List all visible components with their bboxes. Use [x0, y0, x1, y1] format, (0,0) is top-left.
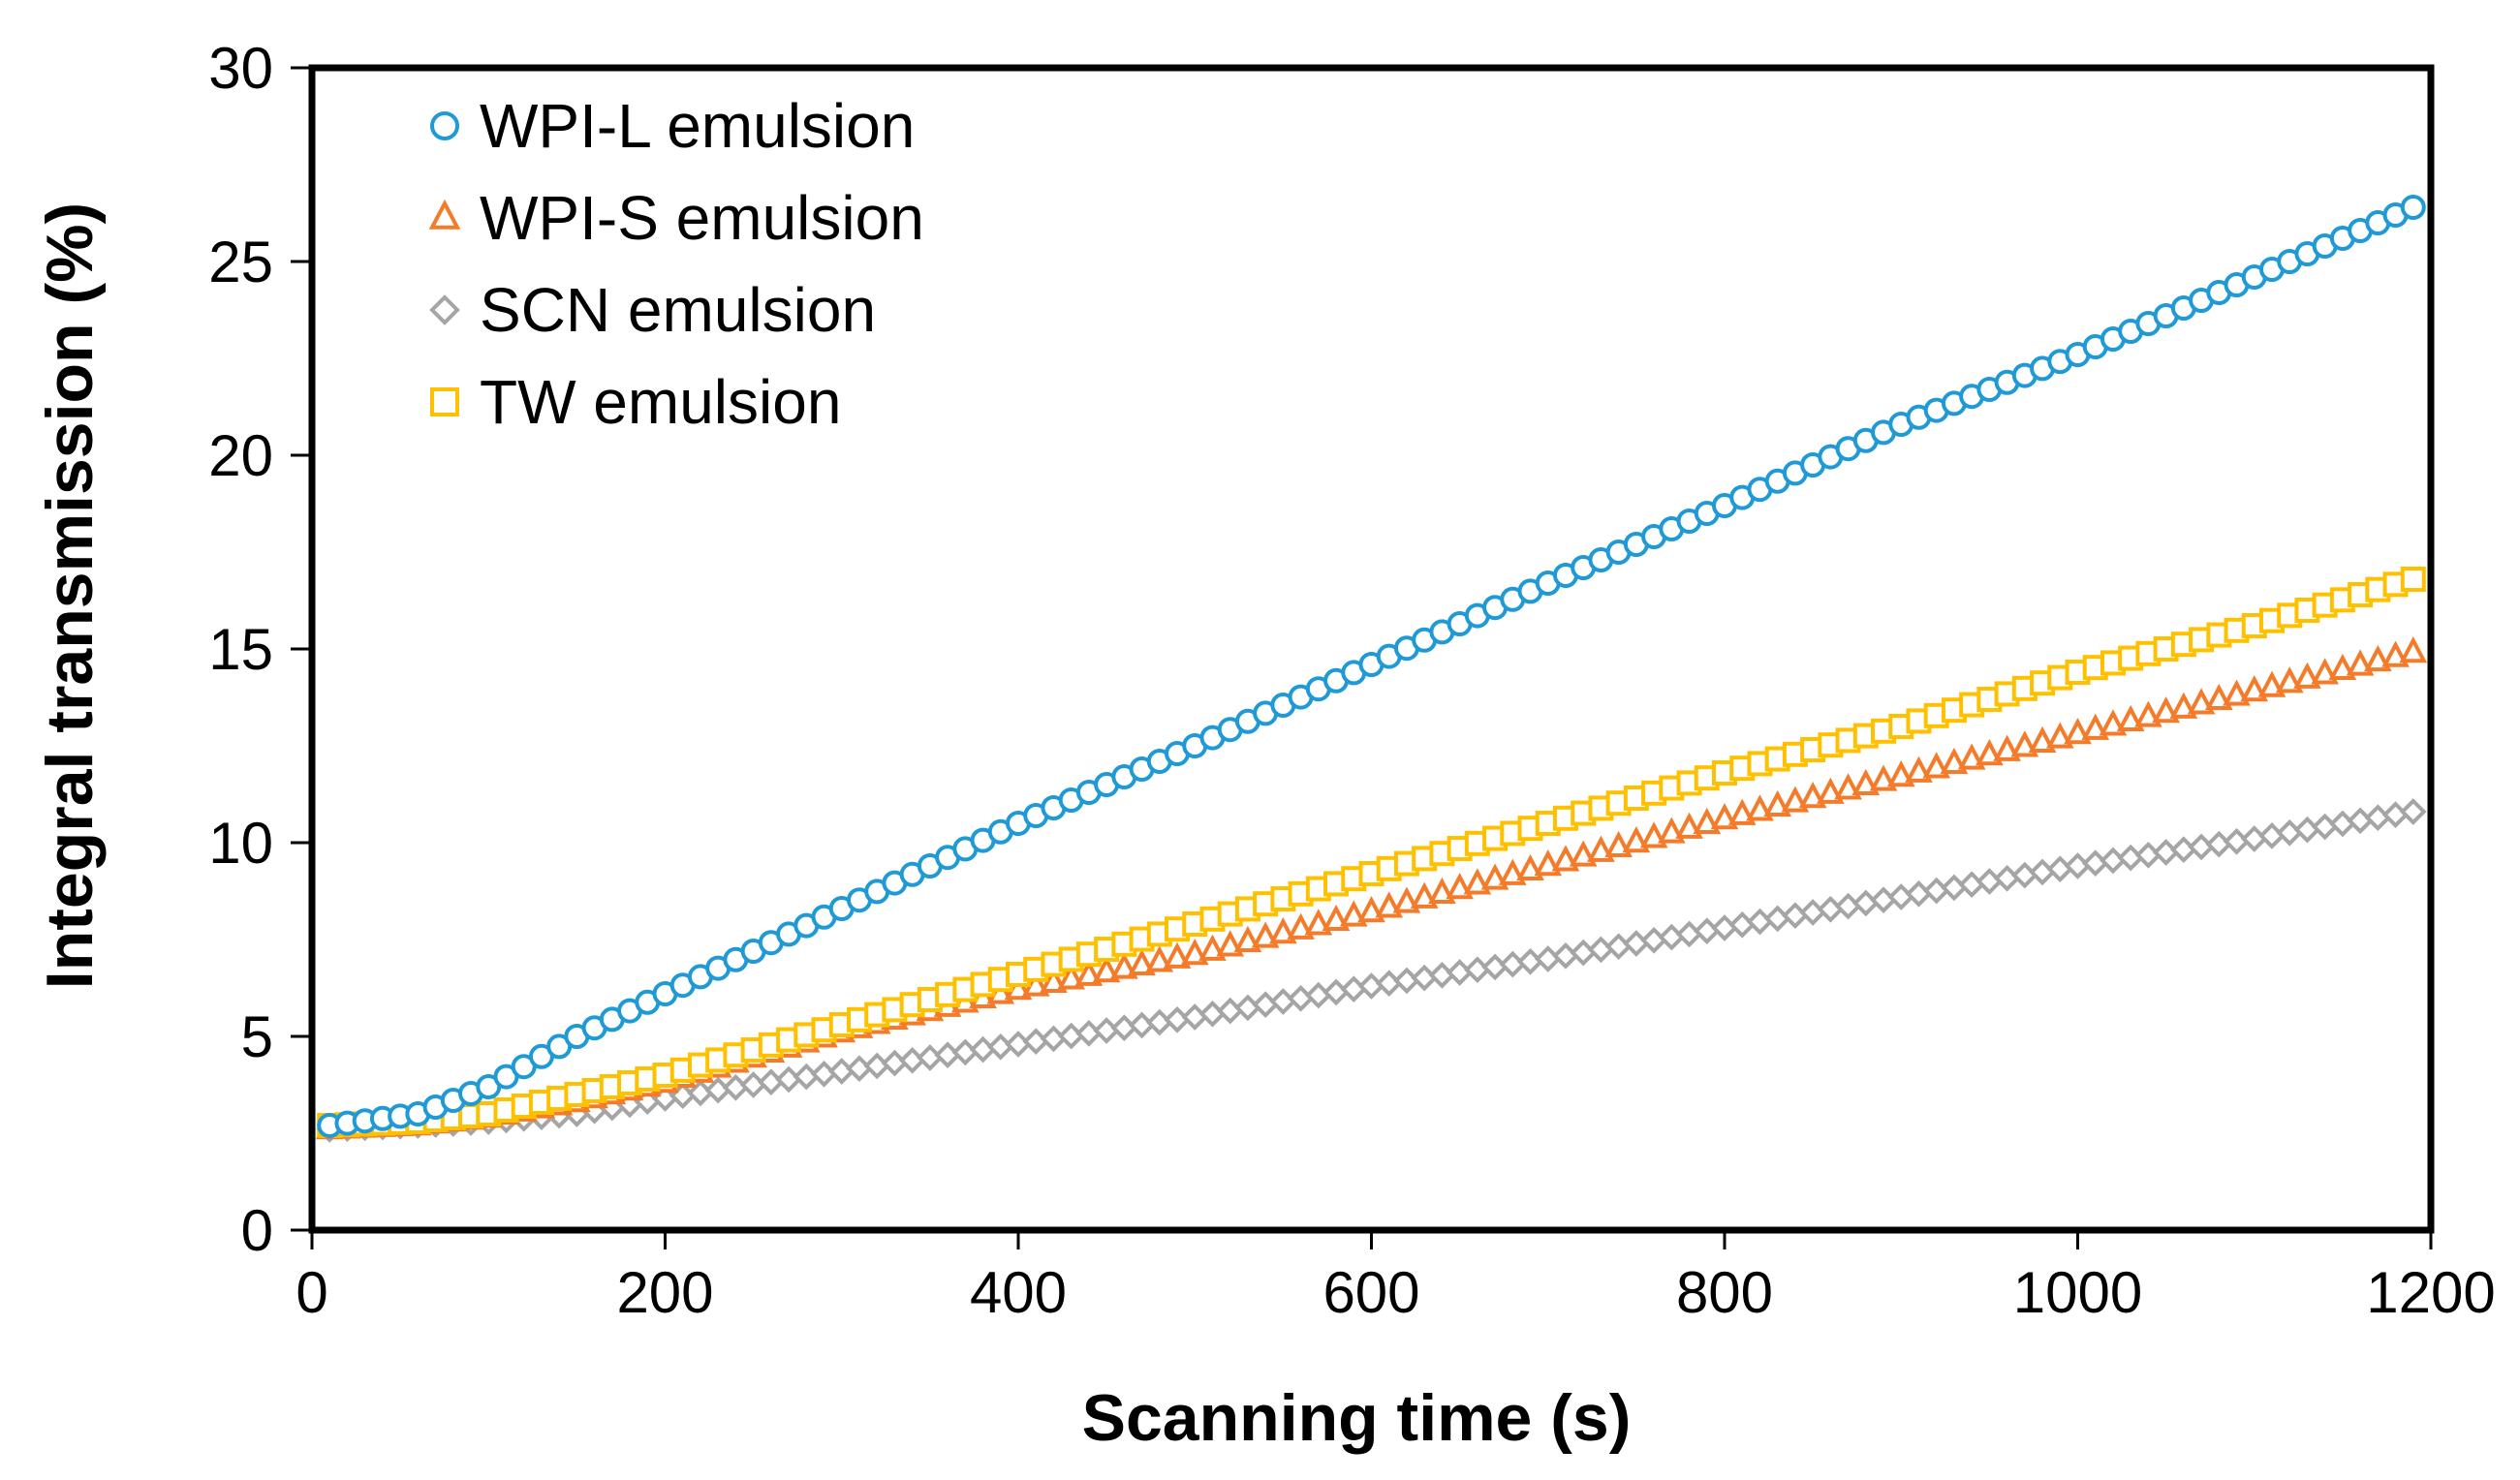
ticks-layer: 0 5 10 15 20 25 30 0 200 400 600 800 1000 1200 — [208, 36, 2495, 1325]
legend-label: SCN emulsion — [480, 275, 876, 345]
data-point — [1092, 956, 1121, 983]
y-tick-label: 30 — [208, 36, 273, 101]
plot-frame — [308, 64, 2435, 1234]
data-point — [2400, 195, 2426, 220]
data-point — [1128, 948, 1156, 976]
x-tick-label: 800 — [1676, 1260, 1773, 1325]
legend: WPI-L emulsion WPI-S emulsion SCN emulsion… — [428, 91, 924, 437]
y-axis-title: Integral transmission (%) — [33, 202, 107, 989]
y-tick-label: 10 — [208, 811, 273, 876]
x-tick-label: 600 — [1322, 1260, 1419, 1325]
legend-label: WPI-L emulsion — [480, 91, 915, 161]
series-scn-emulsion — [316, 798, 2427, 1143]
data-point — [1145, 945, 1174, 972]
data-point — [2400, 567, 2426, 592]
data-point — [2399, 798, 2427, 825]
data-point — [1110, 952, 1138, 979]
data-point — [1163, 941, 1192, 969]
legend-marker — [430, 111, 459, 140]
y-tick-label: 20 — [208, 423, 273, 488]
legend-marker — [428, 199, 461, 230]
data-point — [1074, 959, 1104, 986]
y-tick-label: 0 — [241, 1198, 273, 1263]
x-tick-label: 1000 — [2013, 1260, 2142, 1325]
legend-label: TW emulsion — [480, 367, 841, 437]
legend-marker — [429, 294, 460, 325]
series-wpi-l-emulsion — [317, 195, 2426, 1138]
x-tick-label: 1200 — [2366, 1260, 2495, 1325]
x-tick-label: 400 — [970, 1260, 1067, 1325]
data-point — [1057, 963, 1085, 990]
series-wpi-s-emulsion — [315, 636, 2428, 1140]
legend-label: WPI-S emulsion — [480, 183, 924, 253]
data-point — [2399, 636, 2428, 663]
x-tick-label: 200 — [616, 1260, 713, 1325]
y-tick-label: 15 — [208, 617, 273, 682]
y-tick-label: 25 — [208, 230, 273, 294]
y-tick-label: 5 — [241, 1004, 273, 1069]
x-tick-label: 0 — [296, 1260, 327, 1325]
series-layer — [315, 195, 2428, 1143]
legend-marker — [430, 387, 459, 416]
x-axis-title: Scanning time (s) — [1082, 1381, 1632, 1455]
